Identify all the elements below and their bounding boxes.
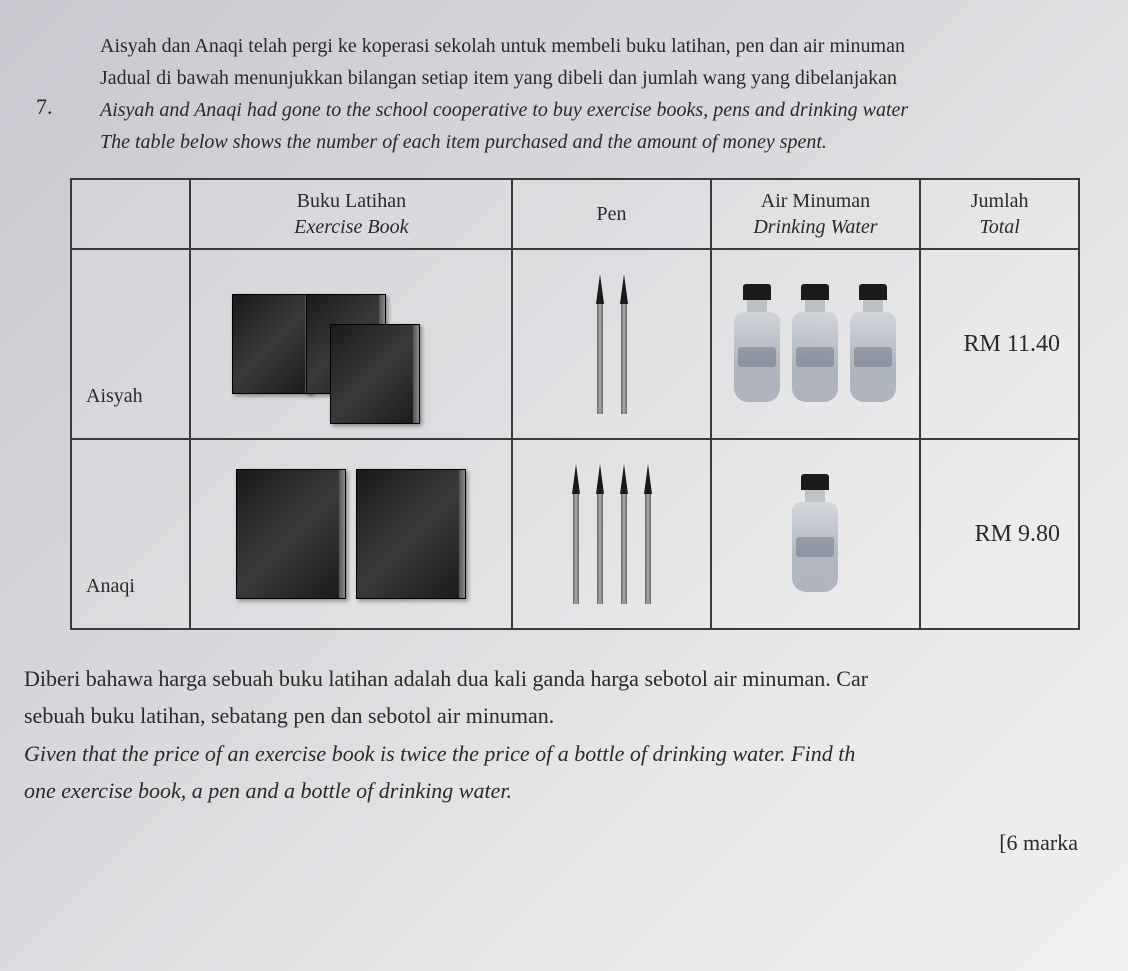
pen-icon — [597, 464, 603, 604]
header-water-ms: Air Minuman — [761, 190, 870, 212]
table-row: Aisyah RM — [71, 249, 1079, 439]
header-pen-label: Pen — [597, 203, 627, 225]
book-icon — [232, 294, 312, 394]
table-row: Anaqi RM 9.80 — [71, 439, 1079, 629]
bottles-icon-3 — [722, 258, 910, 430]
pen-icon — [645, 464, 651, 604]
row-name-aisyah: Aisyah — [71, 249, 190, 439]
bottle-icon — [790, 474, 840, 594]
bottom-en-line1: Given that the price of an exercise book… — [24, 735, 1108, 772]
bottom-ms-line1: Diberi bahawa harga sebuah buku latihan … — [24, 660, 1108, 697]
pen-icon — [573, 464, 579, 604]
aisyah-books-cell — [190, 249, 512, 439]
header-book: Buku Latihan Exercise Book — [190, 179, 512, 249]
question-ms-line2: Jadual di bawah menunjukkan bilangan set… — [100, 62, 1108, 94]
question-text: Aisyah dan Anaqi telah pergi ke koperasi… — [100, 30, 1108, 158]
header-total-ms: Jumlah — [971, 190, 1029, 212]
bottom-question-text: Diberi bahawa harga sebuah buku latihan … — [24, 660, 1108, 810]
header-book-ms: Buku Latihan — [297, 190, 406, 212]
header-total: Jumlah Total — [920, 179, 1079, 249]
question-ms-line1: Aisyah dan Anaqi telah pergi ke koperasi… — [100, 30, 1108, 62]
books-icon-2 — [201, 469, 501, 599]
purchase-table: Buku Latihan Exercise Book Pen Air Minum… — [70, 178, 1080, 630]
bottle-icon — [848, 284, 898, 404]
bottom-ms-line2: sebuah buku latihan, sebatang pen dan se… — [24, 697, 1108, 734]
anaqi-pens-cell — [512, 439, 710, 629]
bottle-icon — [790, 284, 840, 404]
bottle-icon — [732, 284, 782, 404]
row-name-anaqi: Anaqi — [71, 439, 190, 629]
marks-label: [6 marka — [60, 830, 1078, 856]
anaqi-total: RM 9.80 — [920, 439, 1079, 629]
pen-icon — [621, 464, 627, 604]
book-icon — [330, 324, 420, 424]
header-pen: Pen — [512, 179, 710, 249]
pen-icon — [621, 274, 627, 414]
header-book-en: Exercise Book — [294, 216, 408, 238]
pens-icon-2 — [523, 258, 699, 430]
header-total-en: Total — [979, 216, 1019, 238]
aisyah-bottles-cell — [711, 249, 921, 439]
header-water: Air Minuman Drinking Water — [711, 179, 921, 249]
question-number: 7. — [36, 94, 53, 120]
bottom-en-line2: one exercise book, a pen and a bottle of… — [24, 772, 1108, 809]
books-icon-3 — [201, 294, 501, 394]
table-header-row: Buku Latihan Exercise Book Pen Air Minum… — [71, 179, 1079, 249]
anaqi-books-cell — [190, 439, 512, 629]
book-icon — [356, 469, 466, 599]
bottles-icon-1 — [722, 448, 910, 620]
header-name — [71, 179, 190, 249]
aisyah-total: RM 11.40 — [920, 249, 1079, 439]
aisyah-pens-cell — [512, 249, 710, 439]
pen-icon — [597, 274, 603, 414]
pens-icon-4 — [523, 448, 699, 620]
question-en-line2: The table below shows the number of each… — [100, 126, 1108, 158]
question-en-line1: Aisyah and Anaqi had gone to the school … — [100, 94, 1108, 126]
anaqi-bottles-cell — [711, 439, 921, 629]
header-water-en: Drinking Water — [753, 216, 877, 238]
book-icon — [236, 469, 346, 599]
